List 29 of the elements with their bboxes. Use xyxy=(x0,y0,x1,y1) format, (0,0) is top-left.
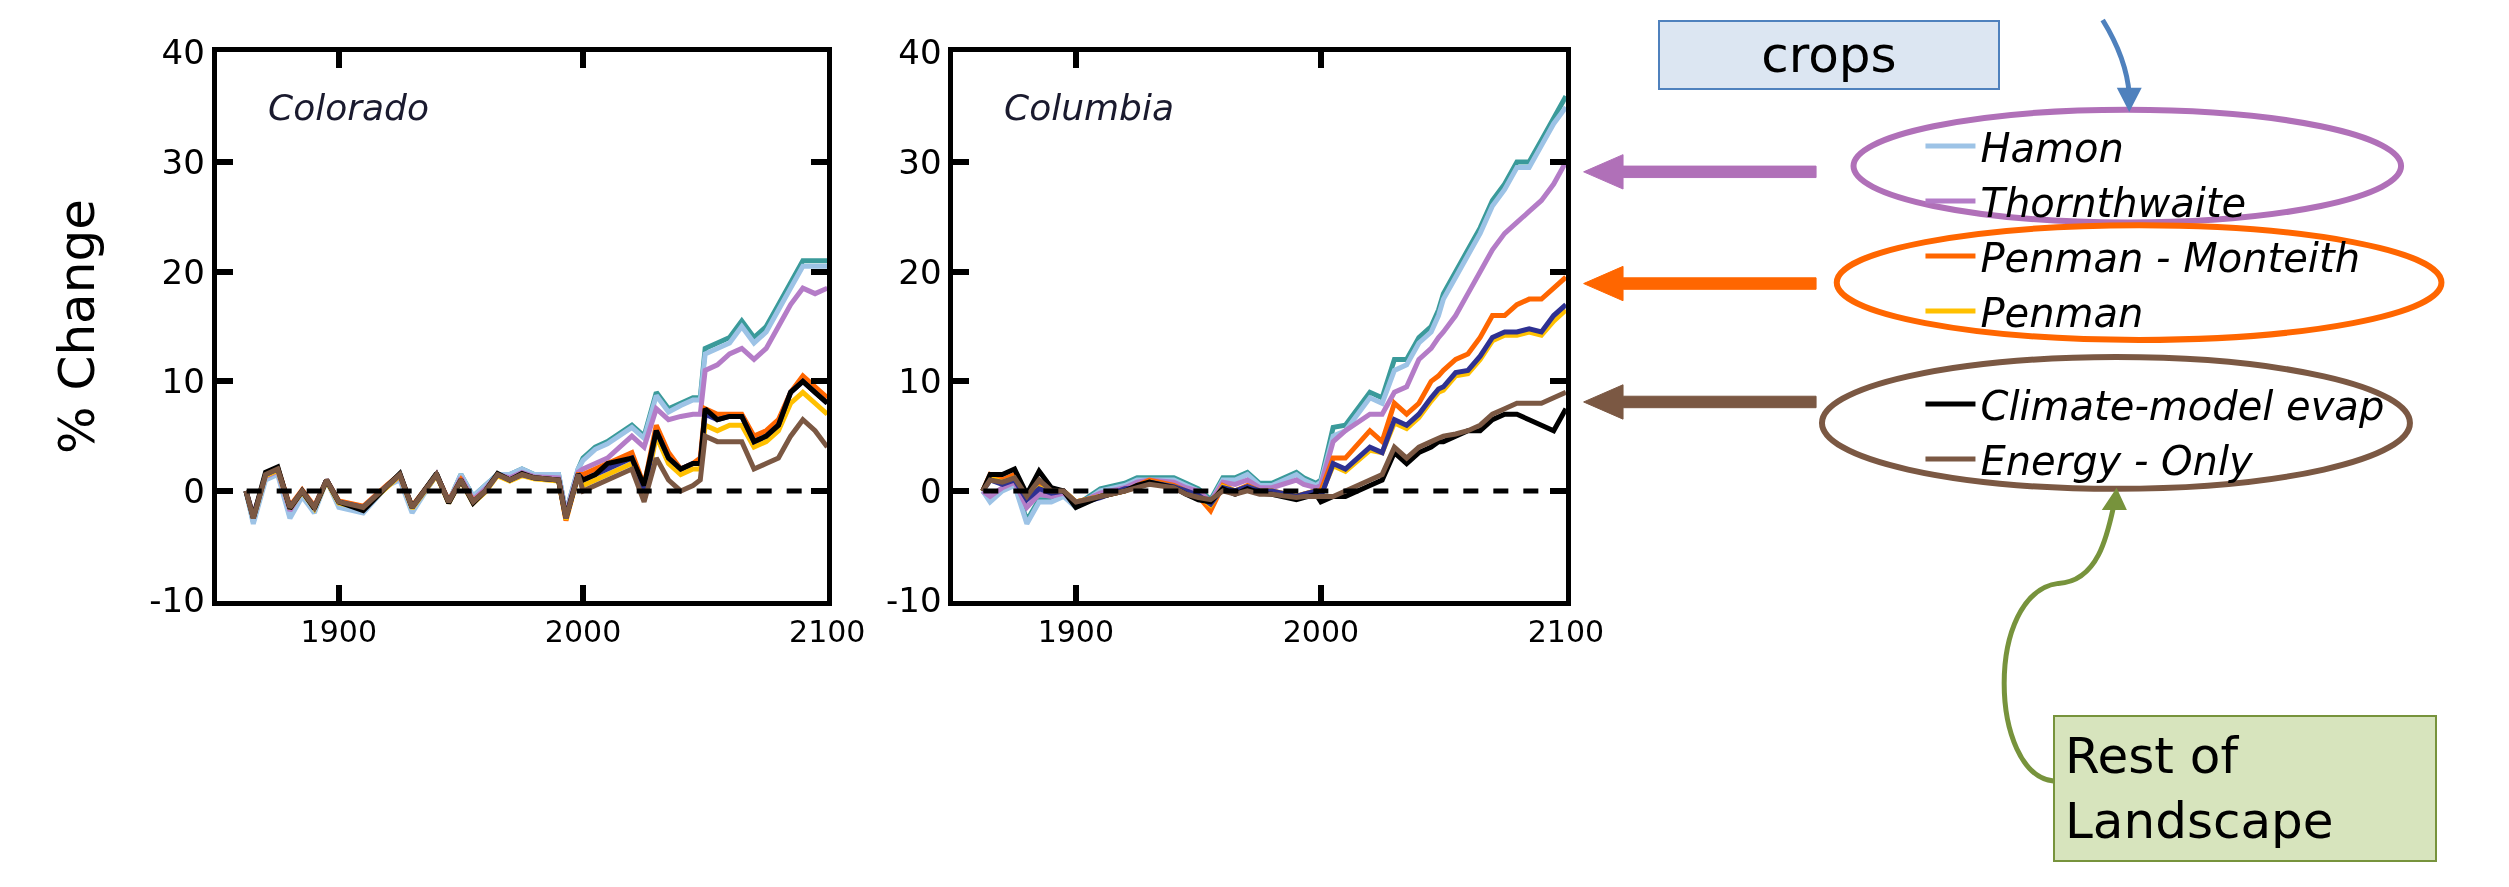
y-tick-label: 20 xyxy=(161,251,205,292)
legend-label: Penman - Monteith xyxy=(1980,234,2361,281)
legend-label: Energy - Only xyxy=(1980,437,2255,484)
y-tick-label: 0 xyxy=(183,470,205,511)
legend-label: Thornthwaite xyxy=(1980,179,2247,226)
y-tick-label: -10 xyxy=(149,580,205,621)
x-tick-label: 2100 xyxy=(1527,613,1605,649)
y-tick-label: 0 xyxy=(919,470,942,511)
x-tick-label: 2000 xyxy=(1282,613,1360,649)
text: Colorado xyxy=(268,87,429,128)
legend-label: Penman xyxy=(1980,289,2144,336)
text: crops xyxy=(1761,26,1897,84)
y-tick-label: 10 xyxy=(898,361,942,402)
text: Rest of Landscape xyxy=(2065,727,2334,850)
legend-label: Hamon xyxy=(1980,124,2124,171)
y-tick-label: 30 xyxy=(161,141,205,182)
x-tick-label: 1900 xyxy=(1037,613,1115,649)
x-tick-label: 1900 xyxy=(300,613,377,649)
x-tick-label: 2000 xyxy=(544,613,622,649)
y-tick-label: 40 xyxy=(898,32,942,73)
text: Columbia xyxy=(1004,87,1174,128)
x-tick-label: 2100 xyxy=(789,613,866,649)
y-tick-label: 10 xyxy=(161,361,205,402)
y-axis-title: % Change xyxy=(48,199,107,454)
y-tick-label: 30 xyxy=(898,141,942,182)
legend-label: Climate-model evap xyxy=(1980,382,2385,429)
y-tick-label: 40 xyxy=(161,32,205,73)
y-tick-label: 20 xyxy=(898,251,942,292)
y-tick-label: -10 xyxy=(885,580,942,621)
